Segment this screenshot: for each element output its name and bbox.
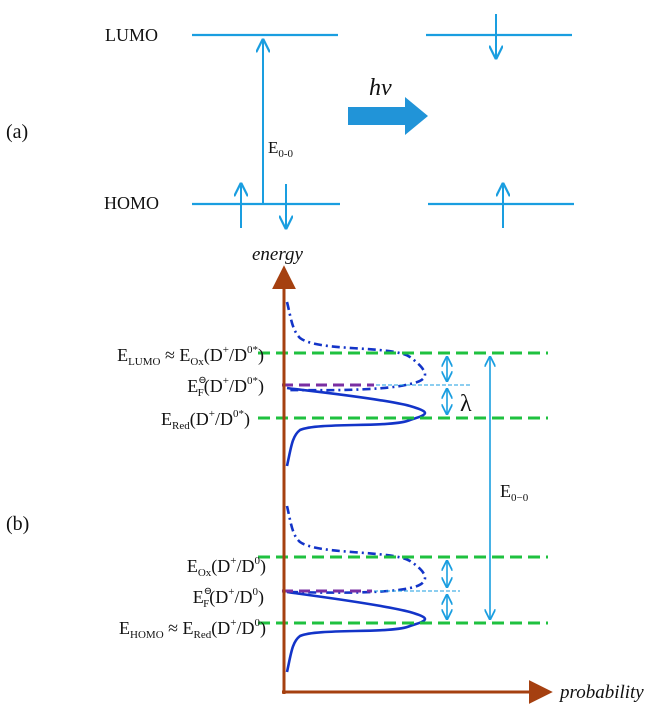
- panel-a: (a) LUMO HOMO E0-0 hν: [6, 14, 574, 228]
- probability-axis-label: probability: [558, 682, 644, 703]
- label-e-homo: EHOMO ≈ ERed(D+/D0): [119, 617, 266, 641]
- lumo-label: LUMO: [105, 25, 158, 45]
- panel-a-label: (a): [6, 121, 28, 143]
- label-e-red-upper: ERed(D+/D0*): [161, 408, 250, 432]
- label-e-lumo: ELUMO ≈ EOx(D+/D0*): [117, 344, 264, 368]
- label-e-fermi-lower: E⊖ F(D+/D0): [193, 586, 264, 610]
- e00-label-b: E0−0: [500, 481, 529, 504]
- lambda-label: λ: [460, 391, 472, 417]
- e00-label-a: E0-0: [268, 138, 294, 160]
- energy-axis-label: energy: [252, 244, 304, 265]
- label-e-ox-lower: EOx(D+/D0): [187, 555, 266, 579]
- panel-b-label: (b): [6, 513, 29, 535]
- excitation-arrow-icon: [348, 97, 428, 135]
- photon-label: hν: [369, 75, 392, 101]
- lower-oxidized-distribution-curve: [285, 505, 427, 594]
- upper-oxidized-distribution-curve: [285, 301, 427, 392]
- upper-reduced-distribution-curve: [285, 386, 427, 467]
- lower-reduced-distribution-curve: [285, 590, 427, 673]
- homo-label: HOMO: [104, 193, 159, 213]
- panel-b: (b) λ E0−0 energy pro: [6, 244, 644, 704]
- label-e-fermi-upper: E⊖ F(D+/D0*): [187, 375, 264, 399]
